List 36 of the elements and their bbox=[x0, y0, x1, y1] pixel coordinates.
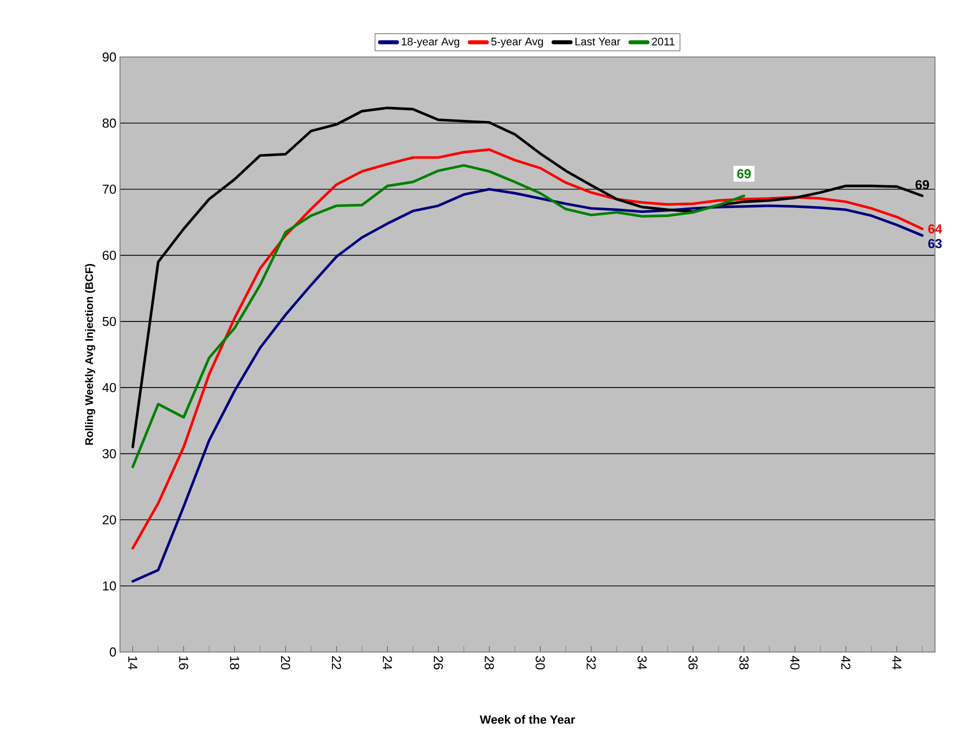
y-tick-label: 90 bbox=[102, 52, 116, 62]
legend-label: 18-year Avg bbox=[402, 38, 460, 48]
y-tick-label: 50 bbox=[102, 316, 116, 326]
y-tick-label: 30 bbox=[102, 449, 116, 458]
y-tick-label: 60 bbox=[102, 250, 116, 260]
x-tick-label: 22 bbox=[332, 656, 342, 670]
x-tick-label: 44 bbox=[892, 656, 902, 670]
x-tick-label: 42 bbox=[841, 656, 850, 670]
data-label: 69 bbox=[737, 169, 751, 178]
x-tick-label: 24 bbox=[382, 656, 392, 670]
x-tick-label: 38 bbox=[739, 656, 749, 670]
data-label: 63 bbox=[928, 239, 942, 248]
data-label: 69 bbox=[916, 180, 929, 190]
y-axis-title: Rolling Weekly Avg Injection (BCF) bbox=[84, 264, 96, 445]
x-axis-title: Week of the Year bbox=[480, 715, 576, 724]
y-tick-label: 70 bbox=[102, 184, 116, 194]
legend-label: Last Year bbox=[575, 38, 620, 46]
y-tick-label: 40 bbox=[102, 382, 116, 392]
y-tick-label: 10 bbox=[103, 581, 116, 590]
y-tick-label: 0 bbox=[110, 647, 116, 657]
legend-label: 5-year Avg bbox=[491, 38, 543, 48]
x-tick-label: 26 bbox=[434, 656, 443, 670]
y-tick-label: 20 bbox=[102, 515, 116, 524]
legend-label: 2011 bbox=[652, 38, 674, 46]
x-tick-label: 20 bbox=[280, 656, 290, 670]
x-tick-label: 32 bbox=[586, 656, 596, 670]
y-tick-label: 80 bbox=[102, 118, 116, 128]
x-tick-label: 34 bbox=[638, 656, 647, 670]
x-tick-label: 30 bbox=[536, 656, 545, 670]
x-tick-label: 28 bbox=[484, 656, 494, 670]
x-tick-label: 40 bbox=[790, 656, 800, 670]
data-label: 64 bbox=[928, 224, 942, 234]
x-tick-label: 14 bbox=[128, 656, 138, 670]
x-tick-label: 18 bbox=[230, 656, 240, 670]
x-tick-label: 36 bbox=[688, 656, 698, 670]
x-tick-label: 16 bbox=[179, 656, 188, 670]
